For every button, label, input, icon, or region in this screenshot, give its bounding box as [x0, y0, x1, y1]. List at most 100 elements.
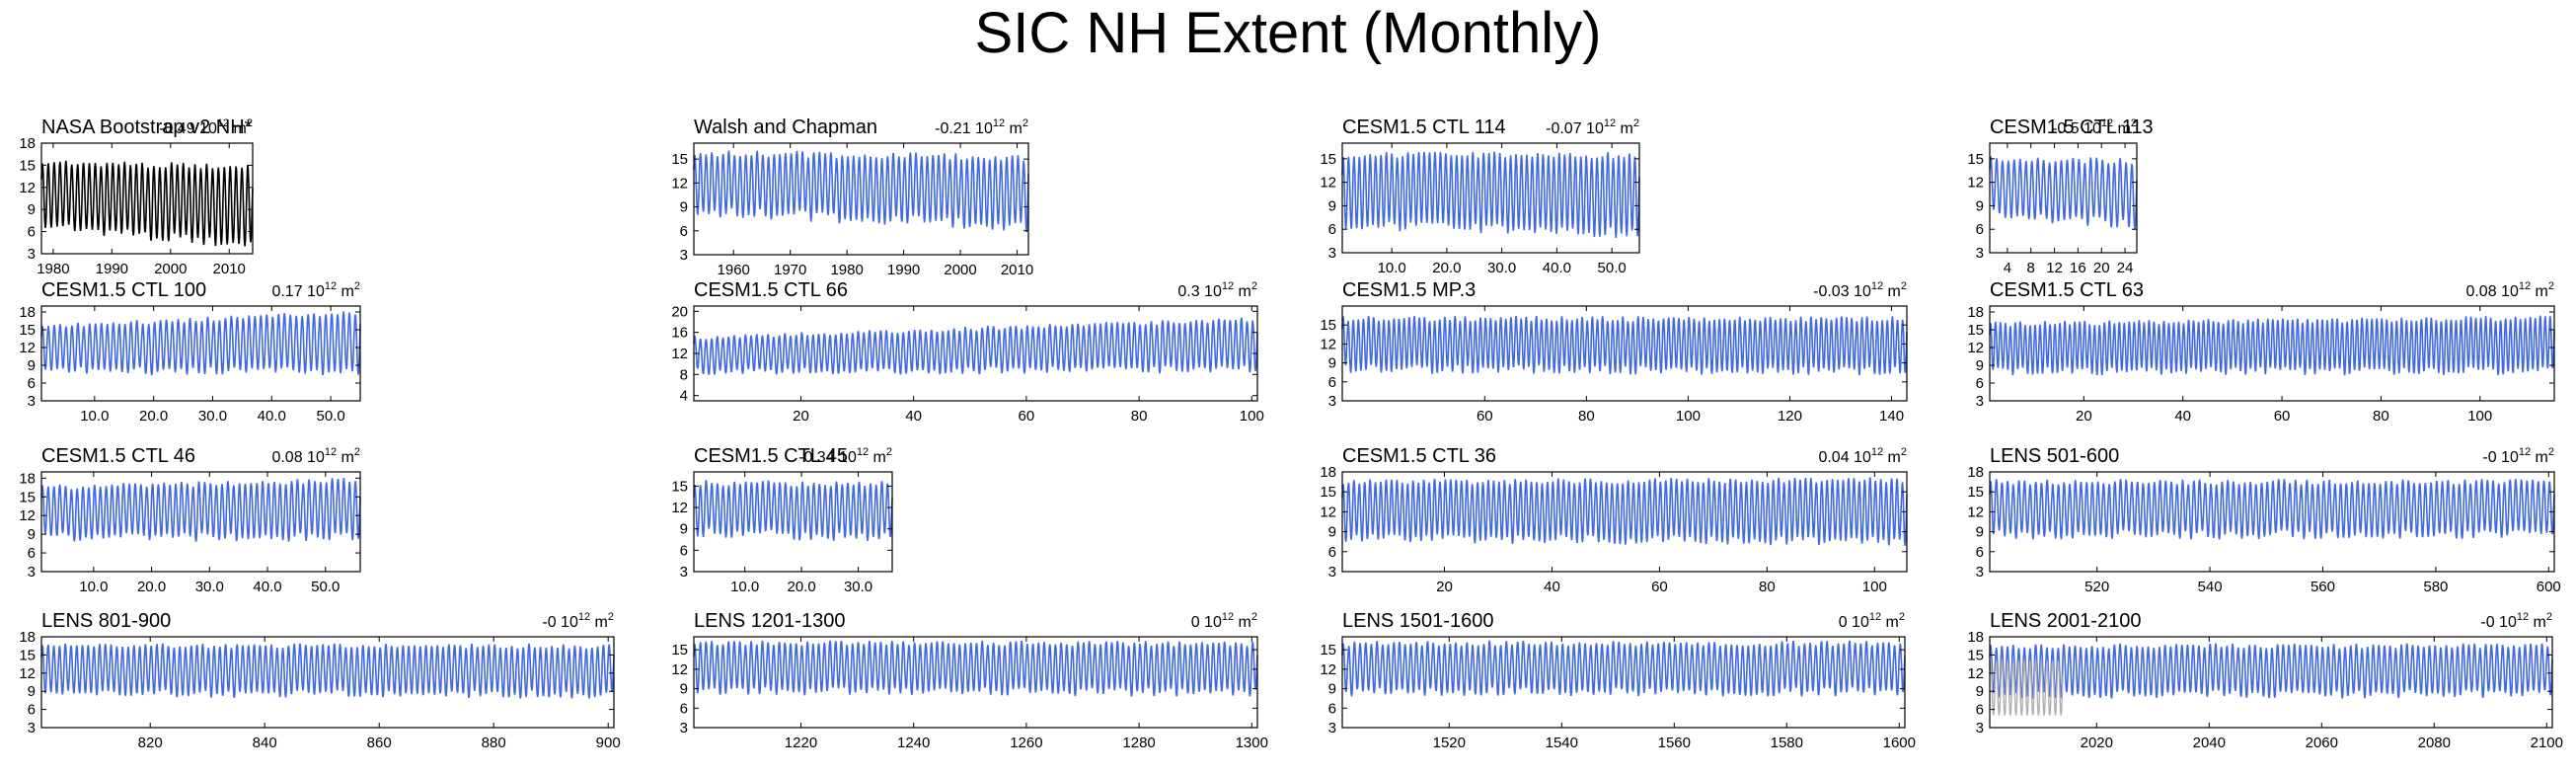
series-line: [1990, 316, 2554, 375]
y-tick-label: 12: [1320, 661, 1336, 678]
trend-unit-exponent: 2: [1023, 117, 1028, 129]
y-tick-label: 12: [1967, 665, 1984, 682]
trend-unit: m: [2529, 614, 2546, 631]
x-tick-label: 12: [2046, 260, 2063, 276]
y-tick-label: 18: [1967, 304, 1984, 321]
panel-title: LENS 1501-1600: [1342, 610, 1493, 632]
trend-unit-exponent: 2: [608, 611, 614, 623]
trend-unit-exponent: 2: [1251, 611, 1257, 623]
y-tick-label: 8: [680, 366, 688, 383]
trend-exponent: 12: [1869, 611, 1881, 623]
panel-15: 3691215182020 2040 2060 2080 2100LENS 2001-2…: [1967, 610, 2563, 751]
y-tick-label: 3: [28, 564, 36, 581]
panel-title: CESM1.5 MP.3: [1342, 279, 1476, 301]
series-line: [41, 644, 614, 699]
trend-exponent: 12: [1222, 280, 1234, 292]
y-tick-label: 3: [1976, 720, 1984, 736]
x-tick-label: 10.0: [79, 579, 108, 595]
y-tick-label: 12: [19, 340, 36, 356]
y-tick-label: 6: [680, 223, 688, 240]
trend-value: -0.34 10: [798, 449, 857, 466]
trend-exponent: 12: [857, 446, 869, 458]
x-tick-label: 40: [905, 408, 922, 425]
y-tick-label: 9: [28, 357, 36, 374]
y-tick-label: 15: [1320, 151, 1336, 168]
x-tick-label: 540: [2198, 579, 2223, 595]
x-tick-label: 50.0: [1598, 260, 1627, 276]
trend-value: 0 10: [1191, 614, 1222, 631]
y-tick-label: 6: [1976, 221, 1984, 238]
x-tick-label: 24: [2117, 260, 2134, 276]
x-tick-label: 1580: [1771, 735, 1803, 751]
trend-unit: m: [2113, 120, 2131, 137]
trend-exponent: 12: [2517, 611, 2529, 623]
trend-label: -0 1012 m2: [2482, 446, 2554, 466]
y-tick-label: 3: [680, 720, 688, 736]
y-tick-label: 15: [1967, 322, 1984, 339]
x-tick-label: 40.0: [253, 579, 281, 595]
x-tick-label: 20.0: [788, 579, 816, 595]
y-tick-label: 9: [680, 681, 688, 698]
x-tick-label: 1560: [1658, 735, 1691, 751]
x-tick-label: 20.0: [1432, 260, 1461, 276]
trend-label: -0.5 1012 m2: [2052, 117, 2137, 137]
panel-11: 3 6 9 12 15 18 520 540 560 580 600 LENS 501-600 -0 1…: [1967, 445, 2560, 595]
y-tick-label: 9: [28, 683, 36, 700]
trend-label: -0.34 1012 m2: [798, 446, 892, 466]
x-tick-label: 140: [1879, 408, 1904, 425]
y-tick-label: 6: [28, 375, 36, 392]
y-tick-label: 15: [1320, 317, 1336, 334]
y-tick-label: 15: [671, 642, 688, 659]
panel-title: LENS 2001-2100: [1990, 610, 2141, 632]
y-tick-label: 9: [28, 526, 36, 543]
trend-unit: m: [1883, 283, 1901, 300]
panels-container: 3 6 9 12 15 18 1980 1990 2000 2010 NASA Bootstrap …: [0, 0, 2576, 770]
trend-unit-exponent: 2: [1633, 117, 1639, 129]
x-tick-label: 100: [1240, 408, 1264, 425]
series-line: [694, 318, 1257, 375]
x-tick-label: 560: [2311, 579, 2335, 595]
y-tick-label: 12: [1967, 504, 1984, 520]
y-tick-label: 9: [1328, 355, 1336, 372]
panel-2: 3 6 9 12 15 10.0 20.0 30.0 40.0 50.0 CESM1.5 CTL 1…: [1320, 116, 1639, 276]
series-line: [1342, 316, 1907, 375]
y-tick-label: 12: [671, 500, 688, 516]
y-tick-label: 6: [28, 545, 36, 562]
y-tick-label: 9: [1328, 681, 1336, 698]
x-tick-label: 10.0: [80, 408, 109, 425]
y-tick-label: 9: [1976, 524, 1984, 541]
x-tick-label: 1980: [37, 261, 69, 277]
panel-title: CESM1.5 CTL 36: [1342, 445, 1496, 467]
x-tick-label: 860: [367, 735, 392, 751]
trend-unit-exponent: 2: [2548, 446, 2554, 458]
y-tick-label: 6: [1976, 375, 1984, 392]
trend-unit: m: [1234, 614, 1251, 631]
x-tick-label: 2060: [2306, 735, 2338, 751]
trend-exponent: 12: [2101, 117, 2113, 129]
y-tick-label: 18: [1967, 464, 1984, 481]
x-tick-label: 16: [2070, 260, 2086, 276]
x-tick-label: 900: [596, 735, 621, 751]
x-tick-label: 50.0: [316, 408, 344, 425]
y-tick-label: 9: [680, 521, 688, 538]
x-tick-label: 20: [2076, 408, 2092, 425]
x-tick-label: 1980: [830, 262, 863, 278]
x-tick-label: 880: [482, 735, 506, 751]
y-tick-label: 12: [1320, 175, 1336, 192]
trend-unit: m: [869, 449, 886, 466]
y-tick-label: 9: [1328, 524, 1336, 541]
panel-title: CESM1.5 CTL 66: [694, 279, 848, 301]
trend-unit: m: [590, 614, 608, 631]
y-tick-label: 9: [680, 199, 688, 216]
x-tick-label: 50.0: [311, 579, 340, 595]
y-tick-label: 12: [1320, 336, 1336, 352]
trend-unit: m: [337, 449, 354, 466]
trend-value: -0.5 10: [2052, 120, 2101, 137]
trend-unit-exponent: 2: [247, 117, 253, 129]
y-tick-label: 12: [1967, 175, 1984, 192]
x-tick-label: 20: [793, 408, 809, 425]
x-tick-label: 8: [2027, 260, 2035, 276]
y-tick-label: 12: [1320, 504, 1336, 520]
series-line: [1990, 644, 2552, 699]
